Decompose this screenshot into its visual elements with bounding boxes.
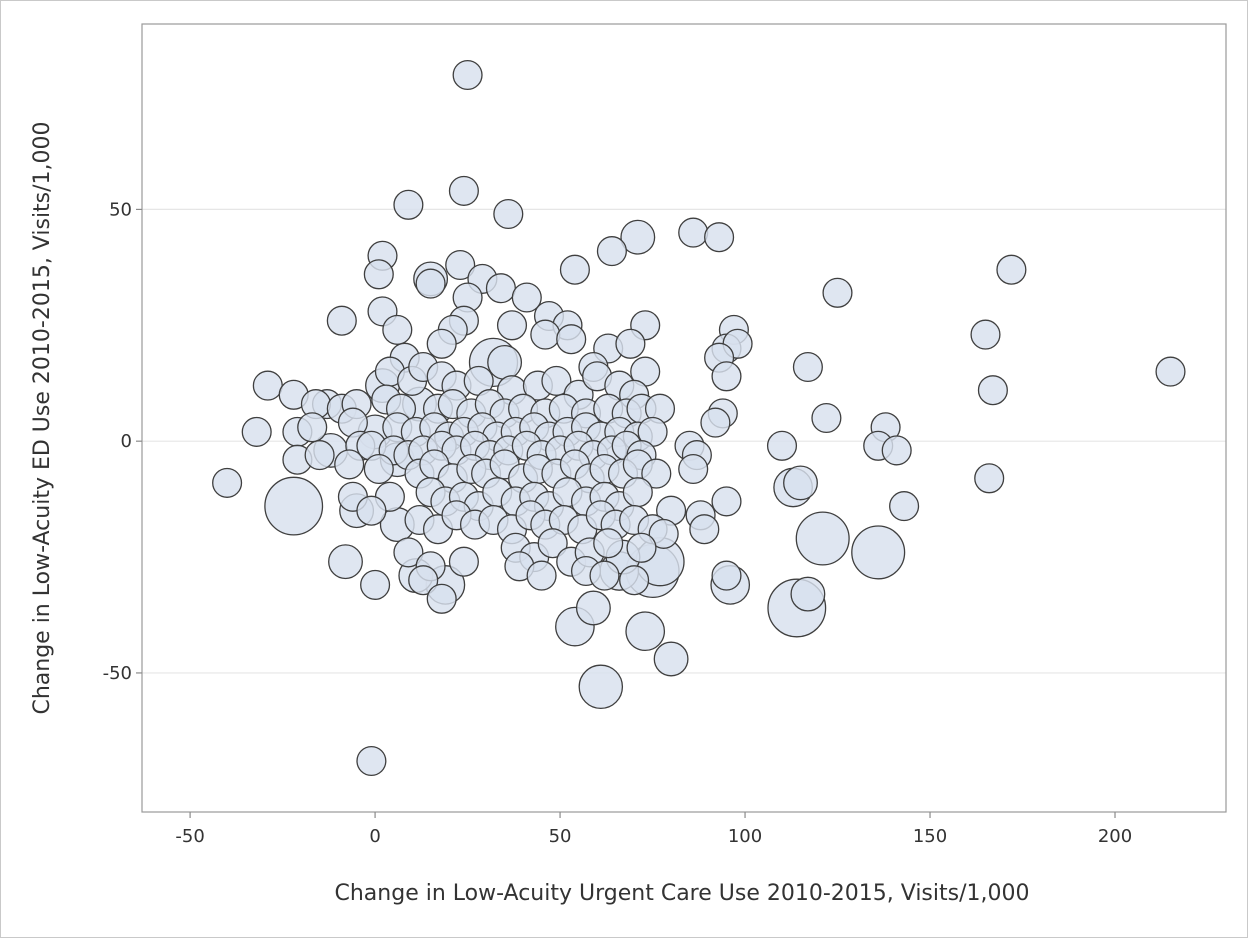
bubble-point	[252, 370, 283, 401]
bubble-point	[393, 189, 424, 220]
bubble-point	[445, 249, 476, 281]
y-tick-label: 50	[109, 199, 132, 220]
plot-area	[141, 23, 1227, 813]
bubble-point	[620, 219, 656, 255]
bubble-point	[795, 511, 850, 566]
bubble-point	[356, 495, 387, 526]
bubble-point	[334, 449, 365, 480]
bubble-point	[530, 319, 561, 350]
bubble-point	[493, 198, 524, 230]
bubble-point	[619, 565, 650, 596]
bubble-point	[485, 273, 516, 304]
bubble-point	[297, 412, 328, 443]
y-axis-title: Change in Low-Acuity ED Use 2010-2015, V…	[30, 121, 55, 714]
bubble-point	[648, 518, 679, 549]
bubble-point	[448, 546, 479, 577]
bubble-series	[212, 59, 1186, 777]
bubble-point	[448, 175, 479, 206]
bubble-point	[511, 282, 542, 313]
bubble-point	[415, 268, 446, 299]
x-axis-title: Change in Low-Acuity Urgent Care Use 201…	[335, 881, 1030, 906]
bubble-point	[615, 328, 646, 359]
bubble-point	[1155, 356, 1186, 387]
bubble-point	[622, 477, 653, 508]
bubble-point	[641, 458, 672, 489]
bubble-point	[790, 576, 826, 612]
x-axis-ticks: -50 0 50 100 150 200	[175, 812, 1132, 847]
bubble-point	[363, 259, 394, 290]
bubble-point	[241, 416, 272, 447]
bubble-point	[360, 569, 391, 600]
bubble-point	[556, 324, 587, 355]
bubble-point	[426, 583, 457, 614]
bubble-point	[783, 465, 818, 501]
bubble-point	[575, 590, 611, 626]
bubble-point	[626, 532, 657, 563]
bubble-point	[589, 560, 620, 591]
bubble-point	[792, 351, 823, 383]
bubble-point	[689, 514, 720, 545]
bubble-point	[382, 314, 413, 345]
bubble-point	[593, 528, 624, 559]
bubble-point	[996, 254, 1027, 285]
bubble-point	[328, 544, 363, 580]
bubble-point	[596, 236, 627, 267]
bubble-point	[264, 476, 324, 536]
y-tick-label: 0	[121, 431, 132, 452]
bubble-point	[452, 59, 483, 91]
bubble-point	[822, 277, 853, 308]
bubble-point	[625, 611, 666, 652]
bubble-point	[700, 407, 731, 438]
y-tick-label: -50	[103, 663, 132, 684]
bubble-point	[559, 254, 590, 285]
x-tick-label: -50	[175, 826, 204, 847]
bubble-point	[653, 641, 689, 677]
bubble-point	[496, 310, 528, 341]
bubble-point	[851, 525, 906, 580]
bubble-point	[704, 222, 735, 253]
bubble-point	[541, 365, 572, 396]
x-tick-label: 50	[549, 826, 572, 847]
bubble-point	[393, 537, 424, 568]
bubble-point	[537, 528, 568, 559]
bubble-point	[977, 375, 1008, 406]
bubble-point	[678, 217, 709, 248]
x-tick-label: 150	[913, 826, 947, 847]
bubble-point	[711, 560, 742, 591]
bubble-point	[408, 565, 439, 596]
bubble-point	[326, 305, 357, 336]
x-tick-label: 200	[1098, 826, 1132, 847]
bubble-point	[889, 491, 920, 522]
bubble-point	[212, 467, 243, 498]
bubble-point	[678, 453, 709, 485]
bubble-point	[578, 664, 624, 710]
bubble-point	[363, 453, 394, 485]
bubble-point	[811, 402, 842, 434]
x-tick-label: 0	[369, 826, 380, 847]
bubble-point	[711, 486, 742, 517]
bubble-point	[356, 745, 387, 777]
bubble-point	[304, 440, 335, 471]
bubble-point	[974, 463, 1005, 494]
bubble-point	[766, 430, 798, 461]
bubble-point	[970, 319, 1001, 350]
bubble-point	[881, 435, 912, 466]
bubble-point	[426, 328, 457, 359]
bubble-point	[487, 344, 523, 380]
bubble-point	[711, 361, 742, 392]
bubble-point	[526, 560, 557, 591]
x-tick-label: 100	[728, 826, 762, 847]
y-axis-ticks: -50 0 50	[103, 199, 142, 684]
